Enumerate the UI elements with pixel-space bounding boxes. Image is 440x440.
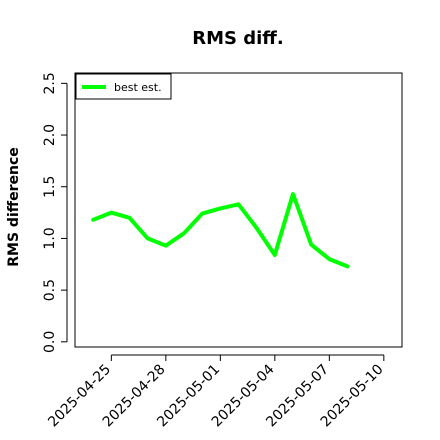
y-tick-label: 2.0 <box>42 124 58 146</box>
y-tick-label: 2.5 <box>42 72 58 94</box>
legend: best est. <box>75 73 172 100</box>
legend-label: best est. <box>114 81 162 94</box>
y-tick-label: 0.5 <box>42 279 58 301</box>
y-axis-label: RMS difference <box>6 147 22 267</box>
chart-title: RMS diff. <box>192 28 283 49</box>
plot-frame <box>74 72 403 348</box>
y-tick-label: 1.5 <box>42 176 58 198</box>
series-line-best-est <box>91 192 350 269</box>
axes: 0.00.51.01.52.02.52025-04-252025-04-2820… <box>42 72 387 430</box>
y-tick-label: 0.0 <box>42 331 58 353</box>
y-tick-label: 1.0 <box>42 227 58 249</box>
